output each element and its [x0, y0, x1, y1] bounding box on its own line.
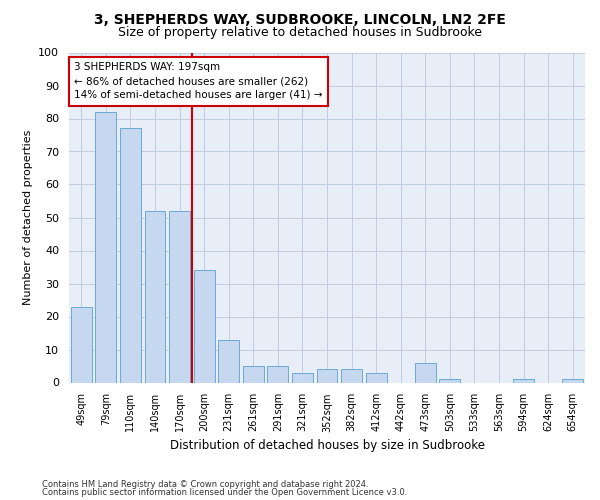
- Text: 3, SHEPHERDS WAY, SUDBROOKE, LINCOLN, LN2 2FE: 3, SHEPHERDS WAY, SUDBROOKE, LINCOLN, LN…: [94, 12, 506, 26]
- Bar: [513, 379, 534, 382]
- Bar: [292, 372, 313, 382]
- Bar: [169, 211, 190, 382]
- Bar: [120, 128, 141, 382]
- Bar: [317, 370, 337, 382]
- X-axis label: Distribution of detached houses by size in Sudbrooke: Distribution of detached houses by size …: [170, 438, 485, 452]
- Y-axis label: Number of detached properties: Number of detached properties: [23, 130, 33, 305]
- Bar: [365, 372, 386, 382]
- Bar: [145, 211, 166, 382]
- Text: Contains public sector information licensed under the Open Government Licence v3: Contains public sector information licen…: [42, 488, 407, 497]
- Bar: [194, 270, 215, 382]
- Bar: [243, 366, 264, 382]
- Bar: [95, 112, 116, 382]
- Bar: [341, 370, 362, 382]
- Bar: [439, 379, 460, 382]
- Text: Size of property relative to detached houses in Sudbrooke: Size of property relative to detached ho…: [118, 26, 482, 39]
- Bar: [71, 306, 92, 382]
- Bar: [415, 362, 436, 382]
- Text: 3 SHEPHERDS WAY: 197sqm
← 86% of detached houses are smaller (262)
14% of semi-d: 3 SHEPHERDS WAY: 197sqm ← 86% of detache…: [74, 62, 323, 100]
- Text: Contains HM Land Registry data © Crown copyright and database right 2024.: Contains HM Land Registry data © Crown c…: [42, 480, 368, 489]
- Bar: [218, 340, 239, 382]
- Bar: [268, 366, 289, 382]
- Bar: [562, 379, 583, 382]
